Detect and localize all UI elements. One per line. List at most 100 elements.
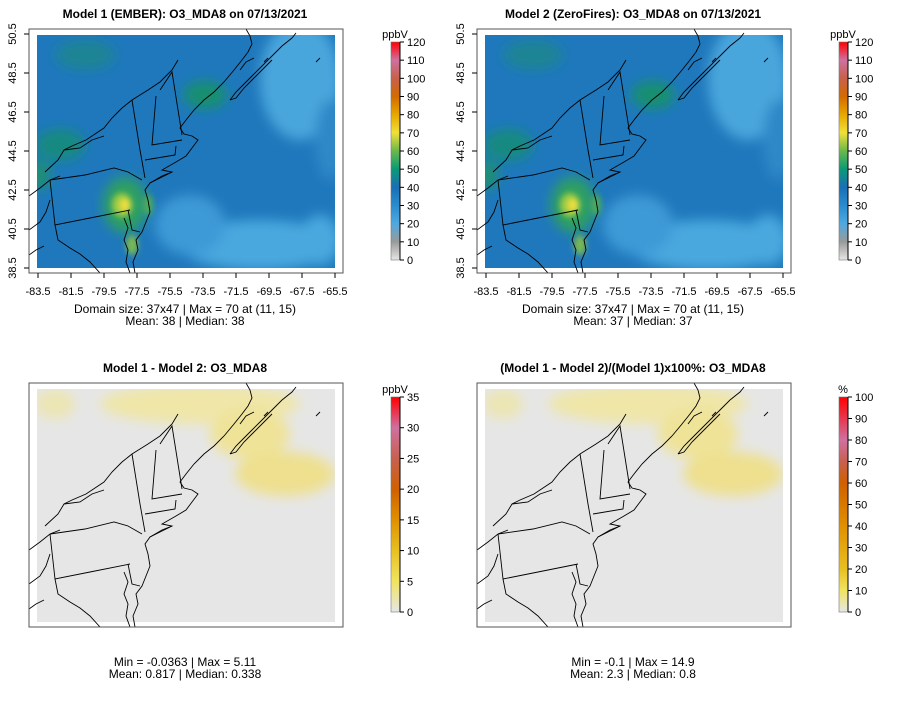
colorbar xyxy=(838,41,849,261)
stats-line-1: Min = -0.1 | Max = 14.9 xyxy=(571,655,695,669)
x-tick-label: -81.5 xyxy=(506,286,531,298)
x-tick-label: -69.5 xyxy=(256,286,281,298)
colorbar xyxy=(838,396,849,613)
panel-title: Model 1 (EMBER): O3_MDA8 on 07/13/2021 xyxy=(63,7,308,21)
colorbar-tick-label: 10 xyxy=(855,237,867,249)
map-panel-1: Model 1 (EMBER): O3_MDA8 on 07/13/2021 -8… xyxy=(7,7,425,328)
x-tick-label: -75.5 xyxy=(605,286,630,298)
x-tick-label: -65.5 xyxy=(770,286,795,298)
x-tick-label: -67.5 xyxy=(289,286,314,298)
colorbar-tick-label: 80 xyxy=(855,110,867,122)
y-tick-label: 46.5 xyxy=(7,101,19,122)
colorbar-tick-label: 20 xyxy=(407,484,419,496)
colorbar-tick-label: 60 xyxy=(855,478,867,490)
colorbar-tick-label: 70 xyxy=(855,128,867,140)
heatmap xyxy=(37,35,335,268)
x-tick-label: -83.5 xyxy=(25,286,50,298)
colorbar-tick-label: 30 xyxy=(855,543,867,555)
colorbar xyxy=(390,396,401,613)
x-tick-label: -65.5 xyxy=(322,286,347,298)
colorbar-tick-label: 60 xyxy=(855,146,867,158)
colorbar-tick-label: 20 xyxy=(407,219,419,231)
colorbar-tick-label: 90 xyxy=(855,414,867,426)
colorbar-tick-label: 30 xyxy=(407,201,419,213)
panel-title: Model 1 - Model 2: O3_MDA8 xyxy=(103,361,267,375)
colorbar-tick-label: 100 xyxy=(855,73,873,85)
x-tick-label: -77.5 xyxy=(572,286,597,298)
colorbar-unit-label: % xyxy=(838,384,848,396)
x-tick-label: -83.5 xyxy=(473,286,498,298)
colorbar-tick-label: 120 xyxy=(855,37,873,49)
colorbar-tick-label: 110 xyxy=(407,55,425,67)
panel-title: (Model 1 - Model 2)/(Model 1)x100%: O3_M… xyxy=(500,361,766,375)
y-tick-label: 40.5 xyxy=(455,218,467,239)
map-panel-4: (Model 1 - Model 2)/(Model 1)x100%: O3_M… xyxy=(476,361,873,681)
heatmap xyxy=(485,389,783,622)
map-panel-3: Model 1 - Model 2: O3_MDA8 ppbV 0 5 10 15 20 25… xyxy=(28,361,419,681)
x-tick-label: -73.5 xyxy=(638,286,663,298)
y-tick-label: 38.5 xyxy=(7,257,19,278)
colorbar-tick-label: 15 xyxy=(407,515,419,527)
colorbar-tick-label: 70 xyxy=(407,128,419,140)
colorbar-tick-label: 90 xyxy=(407,92,419,104)
colorbar-unit-label: ppbV xyxy=(382,384,408,396)
colorbar-tick-label: 0 xyxy=(855,255,861,267)
stats-line-2: Mean: 38 | Median: 38 xyxy=(125,314,245,328)
colorbar-tick-label: 80 xyxy=(407,110,419,122)
y-tick-label: 42.5 xyxy=(455,179,467,200)
map-panel-2: Model 2 (ZeroFires): O3_MDA8 on 07/13/20… xyxy=(455,7,873,328)
colorbar-tick-label: 40 xyxy=(855,182,867,194)
y-tick-label: 42.5 xyxy=(7,179,19,200)
x-tick-label: -79.5 xyxy=(539,286,564,298)
plot-frame xyxy=(28,382,344,628)
colorbar-tick-label: 50 xyxy=(855,500,867,512)
colorbar-tick-label: 10 xyxy=(407,546,419,558)
colorbar-tick-label: 5 xyxy=(407,576,413,588)
colorbar-tick-label: 50 xyxy=(407,164,419,176)
x-tick-label: -81.5 xyxy=(58,286,83,298)
y-tick-label: 38.5 xyxy=(455,257,467,278)
heatmap xyxy=(485,35,783,268)
x-tick-label: -71.5 xyxy=(223,286,248,298)
stats-line-2: Mean: 37 | Median: 37 xyxy=(573,314,693,328)
x-tick-label: -71.5 xyxy=(671,286,696,298)
stats-line-1: Min = -0.0363 | Max = 5.11 xyxy=(114,655,257,669)
y-tick-label: 48.5 xyxy=(455,62,467,83)
colorbar-tick-label: 110 xyxy=(855,55,873,67)
y-tick-label: 44.5 xyxy=(7,140,19,161)
colorbar-tick-label: 70 xyxy=(855,457,867,469)
stats-line-2: Mean: 2.3 | Median: 0.8 xyxy=(570,667,696,681)
colorbar-unit-label: ppbV xyxy=(830,29,856,41)
colorbar-tick-label: 20 xyxy=(855,564,867,576)
y-tick-label: 46.5 xyxy=(455,101,467,122)
colorbar-tick-label: 0 xyxy=(855,607,861,619)
colorbar-unit-label: ppbV xyxy=(382,29,408,41)
colorbar-tick-label: 90 xyxy=(855,92,867,104)
colorbar-tick-label: 10 xyxy=(407,237,419,249)
colorbar-tick-label: 30 xyxy=(855,201,867,213)
colorbar-tick-label: 120 xyxy=(407,37,425,49)
colorbar-tick-label: 80 xyxy=(855,435,867,447)
y-tick-label: 40.5 xyxy=(7,218,19,239)
colorbar-tick-label: 35 xyxy=(407,392,419,404)
colorbar-tick-label: 0 xyxy=(407,255,413,267)
colorbar-tick-label: 60 xyxy=(407,146,419,158)
colorbar-tick-label: 100 xyxy=(407,73,425,85)
x-tick-label: -67.5 xyxy=(737,286,762,298)
stats-line-1: Domain size: 37x47 | Max = 70 at (11, 15… xyxy=(522,302,744,316)
colorbar-tick-label: 20 xyxy=(855,219,867,231)
stats-line-1: Domain size: 37x47 | Max = 70 at (11, 15… xyxy=(74,302,296,316)
plot-frame xyxy=(476,382,792,628)
colorbar-tick-label: 100 xyxy=(855,392,873,404)
colorbar-tick-label: 40 xyxy=(855,521,867,533)
colorbar-tick-label: 40 xyxy=(407,182,419,194)
y-tick-label: 48.5 xyxy=(7,62,19,83)
colorbar-tick-label: 25 xyxy=(407,453,419,465)
stats-line-2: Mean: 0.817 | Median: 0.338 xyxy=(109,667,262,681)
x-tick-label: -75.5 xyxy=(157,286,182,298)
panel-title: Model 2 (ZeroFires): O3_MDA8 on 07/13/20… xyxy=(505,7,761,21)
heatmap xyxy=(37,389,335,622)
x-tick-label: -79.5 xyxy=(91,286,116,298)
y-tick-label: 44.5 xyxy=(455,140,467,161)
